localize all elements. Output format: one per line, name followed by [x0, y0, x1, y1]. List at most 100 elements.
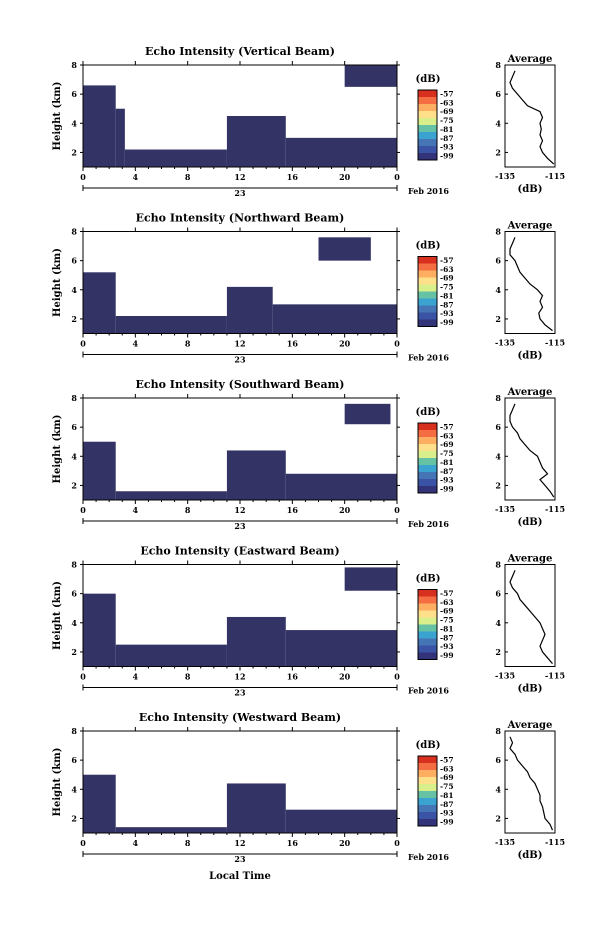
colorbar-segment [418, 153, 437, 161]
colorbar-unit: (dB) [416, 74, 441, 85]
profile-frame [504, 231, 556, 334]
colorbar-segment [418, 603, 437, 611]
colorbar-segment [418, 298, 437, 306]
profile-x-tick-label: -135 [495, 671, 515, 681]
profile-y-tick-label: 8 [495, 60, 501, 70]
profile-line [509, 70, 555, 165]
profile-frame [504, 397, 556, 501]
colorbar-unit: (dB) [416, 407, 441, 418]
x-tick-label: 16 [287, 339, 299, 349]
x-tick-label: 12 [234, 339, 245, 349]
colorbar-tick-label: -93 [440, 309, 454, 318]
colorbar-tick-label: -81 [440, 791, 454, 800]
profile-line [509, 403, 555, 498]
colorbar-tick-label: -69 [440, 607, 454, 616]
y-tick-label: 4 [71, 118, 77, 128]
profile-line [509, 237, 553, 332]
colorbar-tick-label: -87 [440, 300, 454, 309]
date-label: 23 [234, 188, 246, 198]
colorbar-segment [418, 256, 437, 264]
colorbar-frame [417, 89, 438, 161]
profile-y-tick-label: 4 [495, 784, 501, 794]
x-tick-label: 4 [133, 838, 139, 848]
x-tick-label: 16 [287, 505, 299, 515]
echo-region [115, 316, 227, 334]
colorbar-segment [418, 791, 437, 799]
x-tick-label: 20 [339, 672, 351, 682]
colorbar-tick-label: -81 [440, 624, 454, 633]
profile-y-tick-label: 4 [495, 118, 501, 128]
y-tick-label: 4 [71, 285, 77, 295]
colorbar-segment [418, 90, 437, 98]
y-tick-label: 6 [71, 256, 77, 266]
colorbar-segment [418, 263, 437, 271]
echo-region [83, 774, 116, 833]
x-axis-label: Local Time [209, 871, 271, 882]
echo-region [344, 567, 397, 591]
colorbar-tick-label: -87 [440, 467, 454, 476]
x-tick-label: 0 [394, 838, 400, 848]
x-tick-label: 0 [80, 838, 86, 848]
colorbar-segment [418, 652, 437, 660]
y-axis-label: Height (km) [52, 748, 63, 817]
colorbar-segment [418, 305, 437, 313]
profile-y-tick-label: 6 [495, 256, 501, 266]
profile-x-tick-label: -115 [545, 671, 565, 681]
profile-frame [504, 564, 556, 667]
date-label: 23 [234, 854, 246, 864]
colorbar-tick-label: -93 [440, 642, 454, 651]
colorbar-tick-label: -87 [440, 800, 454, 809]
y-tick-label: 8 [71, 560, 77, 570]
panel-title: Echo Intensity (Eastward Beam) [140, 545, 339, 558]
colorbar-tick-label: -93 [440, 476, 454, 485]
colorbar-tick-label: -87 [440, 633, 454, 642]
echo-region [83, 85, 116, 167]
x-tick-label: 4 [133, 505, 139, 515]
x-tick-label: 20 [339, 172, 351, 182]
profile-y-tick-label: 2 [495, 647, 501, 657]
echo-panel-2: Echo Intensity (Northward Beam) 2 4 6 8 Heigh… [52, 212, 565, 365]
x-tick-label: 12 [234, 672, 245, 682]
profile-title: Average [507, 221, 553, 232]
y-tick-label: 2 [71, 147, 77, 157]
profile-y-tick-label: 6 [495, 589, 501, 599]
profile-x-tick-label: -115 [545, 338, 565, 348]
echo-region [226, 116, 286, 167]
echo-region [83, 272, 116, 334]
echo-region [226, 783, 286, 833]
colorbar-segment [418, 763, 437, 771]
colorbar-frame [417, 755, 438, 827]
colorbar-segment [418, 465, 437, 473]
x-tick-label: 8 [185, 672, 191, 682]
colorbar-segment [418, 756, 437, 764]
x-tick-label: 0 [80, 339, 86, 349]
echo-region [115, 108, 125, 167]
y-axis-label: Height (km) [52, 82, 63, 151]
x-tick-label: 20 [339, 339, 351, 349]
colorbar-segment [418, 479, 437, 487]
profile-y-tick-label: 2 [495, 147, 501, 157]
colorbar-segment [418, 97, 437, 105]
colorbar-segment [418, 146, 437, 154]
panel-title: Echo Intensity (Southward Beam) [136, 378, 345, 391]
colorbar-segment [418, 472, 437, 480]
x-tick-label: 16 [287, 838, 299, 848]
x-tick-label: 8 [185, 838, 191, 848]
colorbar-segment [418, 589, 437, 597]
echo-region [285, 137, 397, 167]
colorbar-segment [418, 277, 437, 285]
echo-region [285, 473, 397, 500]
month-label: Feb 2016 [408, 186, 449, 196]
y-tick-label: 4 [71, 784, 77, 794]
profile-y-tick-label: 8 [495, 227, 501, 237]
profile-x-tick-label: -115 [545, 504, 565, 514]
echo-region [115, 491, 227, 500]
profile-y-tick-label: 6 [495, 89, 501, 99]
colorbar-tick-label: -69 [440, 274, 454, 283]
colorbar-tick-label: -75 [440, 782, 454, 791]
y-tick-label: 8 [71, 726, 77, 736]
colorbar-segment [418, 125, 437, 133]
profile-y-tick-label: 2 [495, 480, 501, 490]
profile-title: Average [507, 720, 553, 731]
date-label: 23 [234, 521, 246, 531]
